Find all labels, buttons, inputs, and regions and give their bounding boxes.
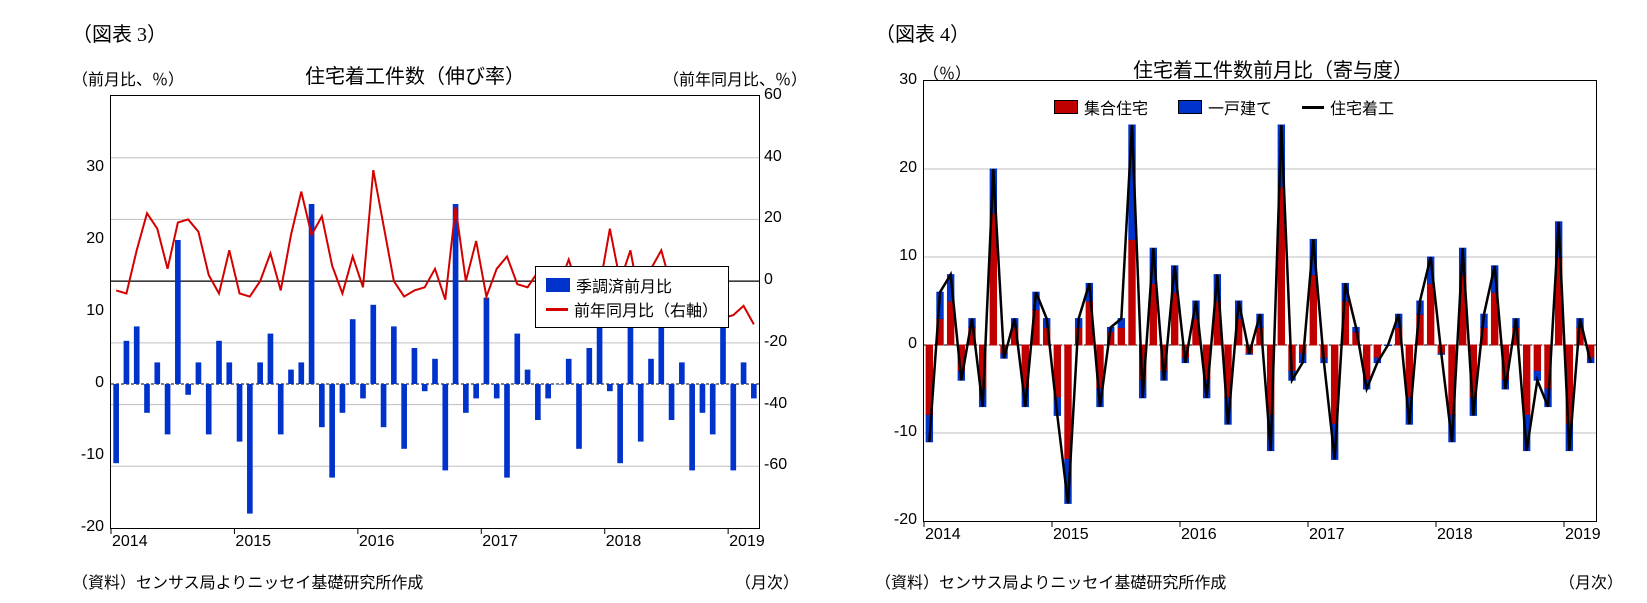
legend-swatch-bar [546,278,570,292]
fig4-label: （図表 4） [875,18,970,47]
fig3-xunit: （月次） [735,569,799,593]
chart-4-panel: （図表 4） 住宅着工件数前月比（寄与度） （％） 集合住宅 一戸建て 住宅着工 [823,0,1647,603]
fig4-legend-black-label: 住宅着工 [1330,95,1394,119]
fig3-legend-line-label: 前年同月比（右軸） [574,297,718,321]
legend-swatch-red [1054,100,1078,114]
legend-swatch-line [546,308,568,311]
fig4-plot-area: 集合住宅 一戸建て 住宅着工 [923,80,1597,522]
fig3-legend-line: 前年同月比（右軸） [546,297,718,321]
fig4-legend-blue-label: 一戸建て [1208,95,1272,119]
fig3-legend-bar: 季調済前月比 [546,273,718,297]
fig4-xunit: （月次） [1559,569,1623,593]
legend-swatch-blue [1178,100,1202,114]
fig4-legend-black: 住宅着工 [1302,95,1394,119]
fig4-title: 住宅着工件数前月比（寄与度） [1093,54,1453,83]
fig4-legend-red-label: 集合住宅 [1084,95,1148,119]
fig4-legend-red: 集合住宅 [1054,95,1148,119]
fig4-legend-blue: 一戸建て [1178,95,1272,119]
fig3-legend: 季調済前月比 前年同月比（右軸） [535,266,729,328]
fig4-svg [924,81,1596,521]
figure-pair: （図表 3） （前月比、％） 住宅着工件数（伸び率） （前年同月比、％） 季調済… [0,0,1647,603]
fig3-title: 住宅着工件数（伸び率） [250,60,580,89]
fig3-label: （図表 3） [72,18,167,47]
legend-swatch-black [1302,106,1324,109]
fig4-source: （資料）センサス局よりニッセイ基礎研究所作成 [875,569,1226,593]
fig4-legend: 集合住宅 一戸建て 住宅着工 [1044,89,1404,125]
fig3-source: （資料）センサス局よりニッセイ基礎研究所作成 [72,569,423,593]
fig3-yleft-label: （前月比、％） [72,66,184,90]
fig3-plot-area: 季調済前月比 前年同月比（右軸） [110,95,760,529]
fig3-legend-bar-label: 季調済前月比 [576,273,672,297]
fig3-yright-label: （前年同月比、％） [663,66,807,90]
chart-3-panel: （図表 3） （前月比、％） 住宅着工件数（伸び率） （前年同月比、％） 季調済… [0,0,823,603]
